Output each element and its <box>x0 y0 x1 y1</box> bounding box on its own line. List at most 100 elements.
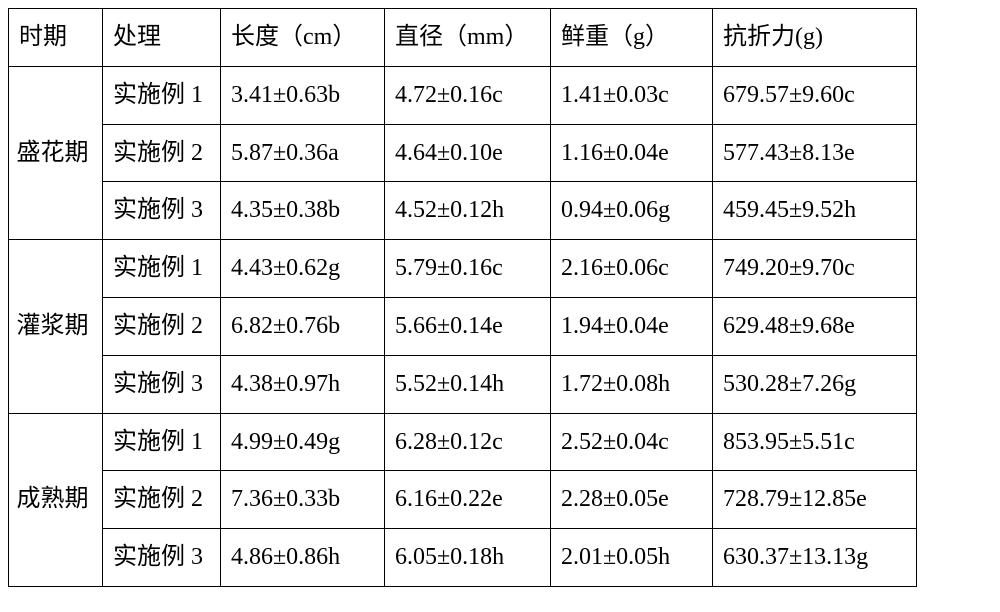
length-value: 6.82±0.76b <box>221 298 384 355</box>
break-force-value: 577.43±8.13e <box>713 125 916 182</box>
length-cell: 6.82±0.76b <box>221 297 385 355</box>
fresh-weight-cell: 2.16±0.06c <box>551 240 713 298</box>
length-cell: 5.87±0.36a <box>221 124 385 182</box>
treatment-label: 实施例 3 <box>103 356 220 413</box>
break-force-value: 459.45±9.52h <box>713 182 916 239</box>
diameter-value: 4.52±0.12h <box>385 182 550 239</box>
treatment-cell: 实施例 3 <box>103 529 221 587</box>
table-row: 灌浆期 实施例 1 4.43±0.62g 5.79±0.16c 2.16±0.0… <box>9 240 917 298</box>
length-cell: 4.99±0.49g <box>221 413 385 471</box>
length-cell: 4.35±0.38b <box>221 182 385 240</box>
break-force-cell: 577.43±8.13e <box>713 124 917 182</box>
diameter-value: 6.16±0.22e <box>385 471 550 528</box>
fresh-weight-cell: 1.16±0.04e <box>551 124 713 182</box>
length-value: 4.35±0.38b <box>221 182 384 239</box>
diameter-value: 4.64±0.10e <box>385 125 550 182</box>
diameter-cell: 6.05±0.18h <box>385 529 551 587</box>
treatment-cell: 实施例 1 <box>103 66 221 124</box>
col-header-diameter: 直径（mm） <box>385 9 551 67</box>
col-header-period-label: 时期 <box>9 9 102 66</box>
treatment-cell: 实施例 3 <box>103 182 221 240</box>
break-force-value: 853.95±5.51c <box>713 414 916 471</box>
treatment-label: 实施例 1 <box>103 414 220 471</box>
table-body: 盛花期 实施例 1 3.41±0.63b 4.72±0.16c 1.41±0.0… <box>9 66 917 586</box>
length-value: 4.99±0.49g <box>221 414 384 471</box>
treatment-cell: 实施例 3 <box>103 355 221 413</box>
length-value: 5.87±0.36a <box>221 125 384 182</box>
diameter-cell: 6.28±0.12c <box>385 413 551 471</box>
fresh-weight-value: 2.28±0.05e <box>551 471 712 528</box>
break-force-value: 728.79±12.85e <box>713 471 916 528</box>
fresh-weight-value: 1.16±0.04e <box>551 125 712 182</box>
fresh-weight-cell: 1.41±0.03c <box>551 66 713 124</box>
fresh-weight-value: 1.94±0.04e <box>551 298 712 355</box>
length-cell: 3.41±0.63b <box>221 66 385 124</box>
fresh-weight-cell: 1.94±0.04e <box>551 297 713 355</box>
treatment-label: 实施例 2 <box>103 125 220 182</box>
diameter-value: 6.28±0.12c <box>385 414 550 471</box>
col-header-fresh-weight: 鲜重（g） <box>551 9 713 67</box>
fresh-weight-value: 2.52±0.04c <box>551 414 712 471</box>
length-cell: 4.43±0.62g <box>221 240 385 298</box>
fresh-weight-value: 0.94±0.06g <box>551 182 712 239</box>
treatment-cell: 实施例 2 <box>103 297 221 355</box>
table-row: 实施例 2 7.36±0.33b 6.16±0.22e 2.28±0.05e 7… <box>9 471 917 529</box>
break-force-cell: 679.57±9.60c <box>713 66 917 124</box>
break-force-value: 630.37±13.13g <box>713 529 916 586</box>
col-header-length-label: 长度（cm） <box>221 9 384 66</box>
treatment-cell: 实施例 1 <box>103 413 221 471</box>
break-force-value: 679.57±9.60c <box>713 67 916 124</box>
break-force-value: 749.20±9.70c <box>713 240 916 297</box>
table-row: 成熟期 实施例 1 4.99±0.49g 6.28±0.12c 2.52±0.0… <box>9 413 917 471</box>
period-label: 盛花期 <box>9 125 102 182</box>
table-row: 实施例 3 4.35±0.38b 4.52±0.12h 0.94±0.06g 4… <box>9 182 917 240</box>
fresh-weight-value: 2.01±0.05h <box>551 529 712 586</box>
treatment-label: 实施例 1 <box>103 240 220 297</box>
fresh-weight-cell: 1.72±0.08h <box>551 355 713 413</box>
table-row: 盛花期 实施例 1 3.41±0.63b 4.72±0.16c 1.41±0.0… <box>9 66 917 124</box>
treatment-label: 实施例 3 <box>103 529 220 586</box>
data-table: 时期 处理 长度（cm） 直径（mm） 鲜重（g） 抗折力(g) 盛花期 实施例… <box>8 8 917 587</box>
break-force-cell: 629.48±9.68e <box>713 297 917 355</box>
diameter-value: 5.66±0.14e <box>385 298 550 355</box>
treatment-label: 实施例 1 <box>103 67 220 124</box>
diameter-cell: 5.66±0.14e <box>385 297 551 355</box>
diameter-value: 5.79±0.16c <box>385 240 550 297</box>
period-cell: 盛花期 <box>9 66 103 239</box>
diameter-cell: 4.52±0.12h <box>385 182 551 240</box>
fresh-weight-value: 1.41±0.03c <box>551 67 712 124</box>
fresh-weight-value: 2.16±0.06c <box>551 240 712 297</box>
table-row: 实施例 2 6.82±0.76b 5.66±0.14e 1.94±0.04e 6… <box>9 297 917 355</box>
table-row: 实施例 2 5.87±0.36a 4.64±0.10e 1.16±0.04e 5… <box>9 124 917 182</box>
period-cell: 灌浆期 <box>9 240 103 413</box>
period-label: 成熟期 <box>9 471 102 528</box>
period-label: 灌浆期 <box>9 298 102 355</box>
diameter-value: 5.52±0.14h <box>385 356 550 413</box>
length-cell: 4.86±0.86h <box>221 529 385 587</box>
treatment-label: 实施例 2 <box>103 298 220 355</box>
treatment-cell: 实施例 1 <box>103 240 221 298</box>
length-value: 7.36±0.33b <box>221 471 384 528</box>
fresh-weight-cell: 2.52±0.04c <box>551 413 713 471</box>
length-value: 4.43±0.62g <box>221 240 384 297</box>
treatment-label: 实施例 2 <box>103 471 220 528</box>
col-header-fresh-weight-label: 鲜重（g） <box>551 9 712 66</box>
col-header-length: 长度（cm） <box>221 9 385 67</box>
col-header-treatment: 处理 <box>103 9 221 67</box>
col-header-break-force-label: 抗折力(g) <box>713 9 916 66</box>
length-cell: 4.38±0.97h <box>221 355 385 413</box>
table-header-row: 时期 处理 长度（cm） 直径（mm） 鲜重（g） 抗折力(g) <box>9 9 917 67</box>
break-force-value: 530.28±7.26g <box>713 356 916 413</box>
fresh-weight-cell: 0.94±0.06g <box>551 182 713 240</box>
diameter-cell: 5.52±0.14h <box>385 355 551 413</box>
period-cell: 成熟期 <box>9 413 103 586</box>
col-header-diameter-label: 直径（mm） <box>385 9 550 66</box>
break-force-cell: 749.20±9.70c <box>713 240 917 298</box>
fresh-weight-value: 1.72±0.08h <box>551 356 712 413</box>
diameter-value: 6.05±0.18h <box>385 529 550 586</box>
break-force-cell: 728.79±12.85e <box>713 471 917 529</box>
fresh-weight-cell: 2.28±0.05e <box>551 471 713 529</box>
diameter-cell: 5.79±0.16c <box>385 240 551 298</box>
length-value: 4.38±0.97h <box>221 356 384 413</box>
diameter-cell: 4.72±0.16c <box>385 66 551 124</box>
